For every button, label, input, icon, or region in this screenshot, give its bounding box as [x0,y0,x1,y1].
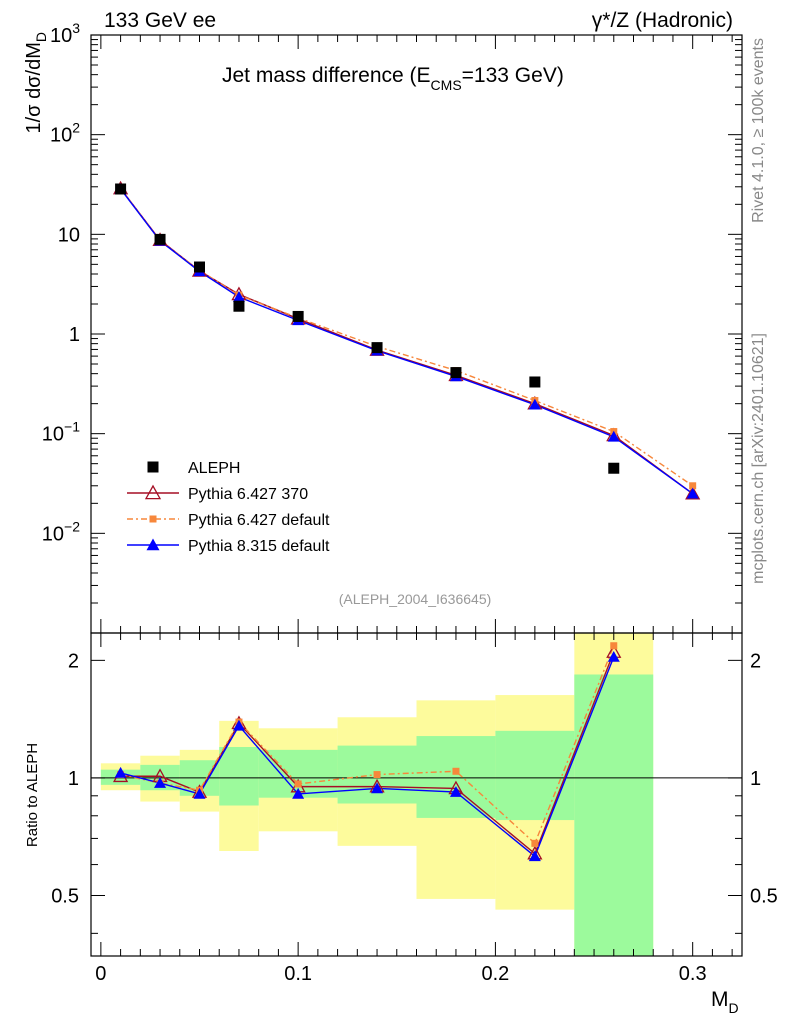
main-point-aleph-4 [292,310,304,322]
main-ylabel-sub: D [33,32,49,42]
main-point-aleph-6 [450,367,462,379]
ratio-point-py8_default-7 [528,850,541,862]
legend-marker-py8_default [146,538,160,551]
ratio-bands [91,633,742,956]
rivet-note: Rivet 4.1.0, ≥ 100k events [750,38,767,223]
x-tick-label-3: 0.3 [679,963,707,985]
ratio-point-py8_default-5 [371,782,384,794]
xlabel: MD [711,988,739,1016]
ratio-point-py6_default-5 [373,771,381,779]
ratio-marks [112,642,622,862]
ratio-point-py8_default-3 [232,719,245,731]
legend-label-py6_370: Pythia 6.427 370 [188,486,308,503]
main-point-py8_default-9 [686,487,699,499]
ratio-ytick-label-left-1: 1 [68,768,79,790]
main-ytick-label-5: 103 [50,20,80,47]
ratio-ytick-label-left-0: 0.5 [51,886,79,908]
main-title-sub: CMS [431,77,462,93]
main-ytick-label-1: 10−1 [42,419,80,446]
main-title-post: =133 GeV) [462,64,564,87]
ratio-ytick-label-left-2: 2 [68,650,79,672]
main-point-aleph-7 [529,376,541,388]
ratio-ytick-label-right-2: 2 [750,650,761,672]
main-ytick-label-0: 10−2 [42,518,80,545]
xlabel-pre: M [711,988,729,1011]
band-inner-8 [574,674,654,956]
main-point-py8_default-3 [232,291,245,302]
axes: 0 0.1 0.2 0.3 10−2 10−1 1 10 102 103 0.5 0.5 1 1 2 2 [42,20,778,985]
main-point-aleph-5 [371,342,383,354]
ratio-point-py8_default-6 [449,786,462,797]
legend-label-py8_default: Pythia 8.315 default [188,538,330,555]
legend-marker-data [147,461,159,473]
x-tick-label-0: 0 [95,963,106,985]
main-line-py6_default [120,187,694,487]
main-point-aleph-1 [154,233,166,245]
ratio-point-py8_default-2 [193,787,206,799]
header-left: 133 GeV ee [104,9,216,32]
legend-marker-py6_370 [144,484,162,500]
main-point-py6_370-9 [685,485,701,500]
main-point-py8_default-8 [607,430,620,442]
ratio-point-py6_default-4 [294,780,302,788]
main-point-aleph-2 [194,261,205,273]
legend-marker-py6_default [149,515,157,523]
band-inner-6 [416,736,496,818]
ratio-point-py8_default-1 [154,777,167,788]
main-title: Jet mass difference (ECMS=133 GeV) [222,64,564,93]
header-right: γ*/Z (Hadronic) [592,9,733,32]
analysis-id: (ALEPH_2004_I636645) [339,591,492,607]
ratio-ytick-label-right-0: 0.5 [750,886,778,908]
x-tick-label-1: 0.1 [284,963,312,985]
main-point-aleph-3 [233,300,245,312]
band-inner-3 [219,747,259,806]
main-line-py8_default [120,188,694,495]
main-title-pre: Jet mass difference (E [222,64,431,87]
ratio-point-py8_default-4 [292,787,305,799]
legend-label-data: ALEPH [188,460,240,477]
ratio-point-py8_default-0 [114,766,127,778]
main-point-aleph-0 [115,183,127,195]
main-ytick-label-2: 1 [69,324,80,346]
band-inner-7 [495,730,575,821]
main-ylabel: 1/σ dσ/dMD [23,32,49,134]
main-point-aleph-8 [608,462,620,474]
mcplots-note: mcplots.cern.ch [arXiv:2401.10621] [750,333,767,584]
ratio-point-py6_default-7 [531,839,539,847]
legend: ALEPH Pythia 6.427 370 Pythia 6.427 defaul… [127,460,330,555]
ratio-ylabel: Ratio to ALEPH [24,743,41,847]
main-ytick-label-4: 102 [50,120,80,147]
ratio-ytick-label-right-1: 1 [750,768,761,790]
main-marks [112,180,701,500]
main-ylabel-pre: 1/σ dσ/dM [23,42,45,133]
ratio-point-py6_default-8 [610,642,618,650]
main-line-py6_370 [120,188,694,495]
legend-label-py6_default: Pythia 6.427 default [188,512,330,529]
xlabel-sub: D [729,1000,739,1016]
main-ytick-label-3: 10 [58,224,80,246]
main-point-py6_default-9 [689,482,697,490]
main-point-py8_default-7 [528,398,541,410]
ratio-point-py6_default-6 [452,767,460,775]
x-tick-label-2: 0.2 [482,963,510,985]
ratio-point-py8_default-8 [607,650,620,662]
